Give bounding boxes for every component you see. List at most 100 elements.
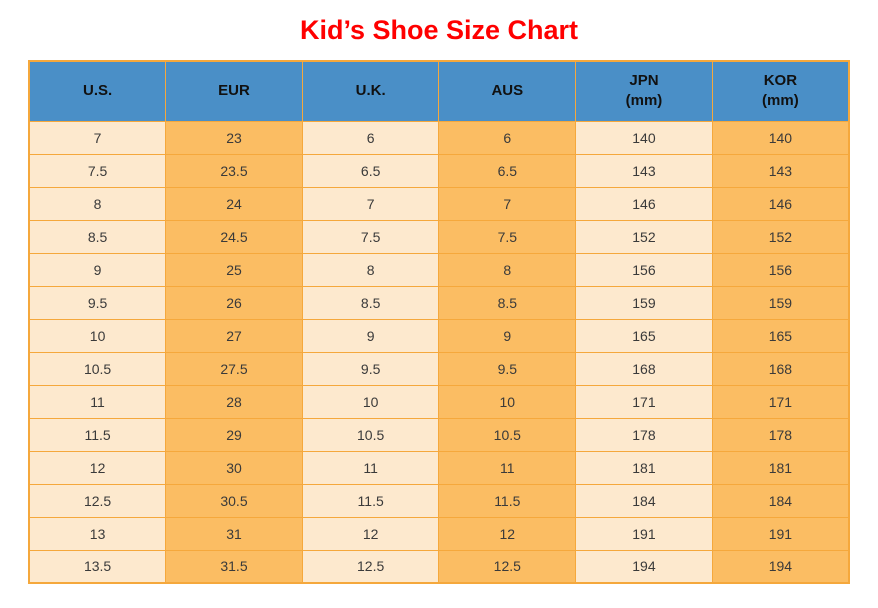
size-cell: 8.5 xyxy=(301,285,440,320)
column-header-uk: U.K. xyxy=(301,60,440,122)
size-cell: 24.5 xyxy=(165,219,303,254)
size-cell: 8 xyxy=(438,252,577,287)
size-cell: 7 xyxy=(301,186,440,221)
size-cell: 28 xyxy=(165,384,303,419)
column-sublabel: (mm) xyxy=(625,92,663,110)
size-cell: 8.5 xyxy=(438,285,577,320)
size-cell: 11.5 xyxy=(438,483,577,518)
table-row: 12 30 11 11 181 181 xyxy=(28,450,850,485)
table-row: 9 25 8 8 156 156 xyxy=(28,252,850,287)
size-cell: 140 xyxy=(575,120,713,155)
size-cell: 11.5 xyxy=(28,417,167,452)
size-cell: 12 xyxy=(28,450,167,485)
size-cell: 23 xyxy=(165,120,303,155)
table-row: 8 24 7 7 146 146 xyxy=(28,186,850,221)
size-cell: 168 xyxy=(711,351,850,386)
size-cell: 143 xyxy=(575,153,713,188)
size-cell: 6 xyxy=(438,120,577,155)
column-label: U.K. xyxy=(355,82,386,100)
size-cell: 8.5 xyxy=(28,219,167,254)
size-cell: 7 xyxy=(438,186,577,221)
column-label: U.S. xyxy=(82,82,113,100)
size-cell: 10 xyxy=(28,318,167,353)
size-cell: 11 xyxy=(301,450,440,485)
size-cell: 9 xyxy=(28,252,167,287)
size-cell: 156 xyxy=(575,252,713,287)
table-row: 9.5 26 8.5 8.5 159 159 xyxy=(28,285,850,320)
size-cell: 9.5 xyxy=(28,285,167,320)
table-row: 13 31 12 12 191 191 xyxy=(28,516,850,551)
size-cell: 178 xyxy=(711,417,850,452)
size-cell: 184 xyxy=(575,483,713,518)
size-cell: 143 xyxy=(711,153,850,188)
size-cell: 26 xyxy=(165,285,303,320)
table-row: 7.5 23.5 6.5 6.5 143 143 xyxy=(28,153,850,188)
size-cell: 146 xyxy=(711,186,850,221)
column-header-eur: EUR xyxy=(165,60,303,122)
size-cell: 184 xyxy=(711,483,850,518)
size-cell: 152 xyxy=(575,219,713,254)
header-row: U.S. EUR U.K. AUS JPN (mm) KOR (mm) xyxy=(28,60,850,122)
size-cell: 8 xyxy=(28,186,167,221)
size-cell: 8 xyxy=(301,252,440,287)
size-cell: 171 xyxy=(575,384,713,419)
size-cell: 194 xyxy=(575,549,713,584)
column-label: AUS xyxy=(491,82,524,100)
shoe-size-table: U.S. EUR U.K. AUS JPN (mm) KOR (mm) xyxy=(28,60,850,584)
size-cell: 12.5 xyxy=(301,549,440,584)
size-cell: 9 xyxy=(438,318,577,353)
size-cell: 31 xyxy=(165,516,303,551)
size-cell: 12 xyxy=(438,516,577,551)
column-label: JPN xyxy=(629,72,659,89)
size-cell: 156 xyxy=(711,252,850,287)
size-cell: 10 xyxy=(301,384,440,419)
table-row: 13.5 31.5 12.5 12.5 194 194 xyxy=(28,549,850,584)
size-cell: 7.5 xyxy=(301,219,440,254)
size-cell: 24 xyxy=(165,186,303,221)
size-cell: 159 xyxy=(575,285,713,320)
column-sublabel: (mm) xyxy=(762,92,799,110)
size-cell: 10.5 xyxy=(28,351,167,386)
size-cell: 11 xyxy=(438,450,577,485)
column-label: KOR xyxy=(763,72,798,89)
size-cell: 191 xyxy=(575,516,713,551)
table-header: U.S. EUR U.K. AUS JPN (mm) KOR (mm) xyxy=(28,60,850,122)
size-cell: 12.5 xyxy=(438,549,577,584)
size-cell: 146 xyxy=(575,186,713,221)
table-row: 11 28 10 10 171 171 xyxy=(28,384,850,419)
table-row: 10 27 9 9 165 165 xyxy=(28,318,850,353)
size-cell: 7.5 xyxy=(438,219,577,254)
size-cell: 25 xyxy=(165,252,303,287)
size-cell: 9.5 xyxy=(438,351,577,386)
size-cell: 11 xyxy=(28,384,167,419)
size-cell: 165 xyxy=(575,318,713,353)
size-cell: 6.5 xyxy=(438,153,577,188)
size-cell: 10.5 xyxy=(438,417,577,452)
size-cell: 178 xyxy=(575,417,713,452)
size-cell: 171 xyxy=(711,384,850,419)
size-cell: 152 xyxy=(711,219,850,254)
size-cell: 11.5 xyxy=(301,483,440,518)
size-cell: 13.5 xyxy=(28,549,167,584)
size-cell: 181 xyxy=(711,450,850,485)
size-cell: 29 xyxy=(165,417,303,452)
size-cell: 30.5 xyxy=(165,483,303,518)
size-cell: 181 xyxy=(575,450,713,485)
size-cell: 27 xyxy=(165,318,303,353)
size-cell: 10.5 xyxy=(301,417,440,452)
column-header-jpn: JPN (mm) xyxy=(575,60,713,122)
column-label: EUR xyxy=(218,82,250,100)
size-cell: 27.5 xyxy=(165,351,303,386)
column-header-us: U.S. xyxy=(28,60,167,122)
table-row: 7 23 6 6 140 140 xyxy=(28,120,850,155)
column-header-kor: KOR (mm) xyxy=(711,60,850,122)
size-cell: 165 xyxy=(711,318,850,353)
size-cell: 30 xyxy=(165,450,303,485)
size-cell: 159 xyxy=(711,285,850,320)
size-cell: 9.5 xyxy=(301,351,440,386)
size-cell: 12.5 xyxy=(28,483,167,518)
size-cell: 23.5 xyxy=(165,153,303,188)
table-row: 8.5 24.5 7.5 7.5 152 152 xyxy=(28,219,850,254)
size-cell: 7.5 xyxy=(28,153,167,188)
size-cell: 7 xyxy=(28,120,167,155)
